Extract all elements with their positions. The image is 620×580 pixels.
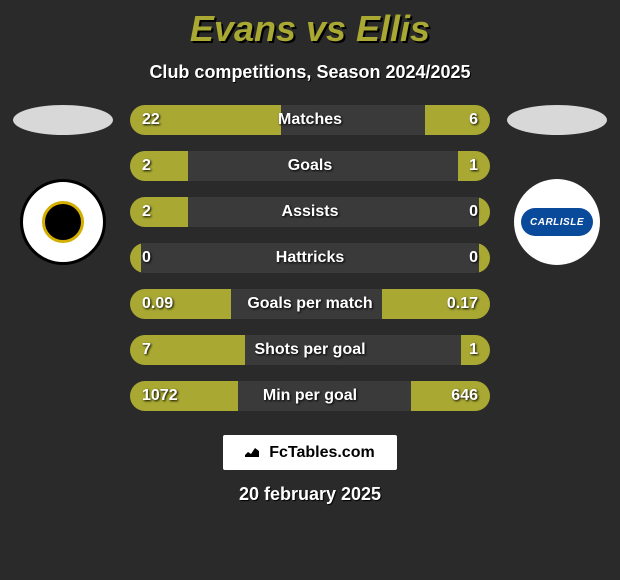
left-player-photo: [13, 105, 113, 135]
page-subtitle: Club competitions, Season 2024/2025: [0, 62, 620, 83]
stat-row: Goals 2 1: [130, 151, 490, 181]
stat-bar-right: [479, 243, 490, 273]
stat-bar-right: [425, 105, 490, 135]
right-side: CARLISLE: [502, 105, 612, 427]
stat-value-right: 0.17: [447, 295, 478, 313]
stat-value-right: 6: [469, 111, 478, 129]
stat-bars: Matches 22 6 Goals 2 1 Assists 2 0 Hattricks 0 0 Goa…: [118, 105, 502, 427]
stat-value-left: 7: [142, 341, 151, 359]
stat-value-right: 1: [469, 341, 478, 359]
stat-value-left: 2: [142, 157, 151, 175]
stat-value-right: 0: [469, 203, 478, 221]
stat-label: Goals: [288, 157, 332, 175]
chart-icon: [245, 444, 265, 460]
stat-row: Assists 2 0: [130, 197, 490, 227]
stat-value-left: 0.09: [142, 295, 173, 313]
right-crest-label: CARLISLE: [521, 208, 593, 236]
page-title: Evans vs Ellis: [0, 0, 620, 50]
stat-value-right: 646: [451, 387, 478, 405]
stat-label: Matches: [278, 111, 342, 129]
stat-row: Min per goal 1072 646: [130, 381, 490, 411]
stat-row: Matches 22 6: [130, 105, 490, 135]
date-text: 20 february 2025: [0, 484, 620, 505]
fctables-badge[interactable]: FcTables.com: [223, 435, 396, 470]
stat-label: Shots per goal: [254, 341, 365, 359]
stat-row: Shots per goal 7 1: [130, 335, 490, 365]
fctables-label: FcTables.com: [269, 444, 375, 461]
right-team-crest: CARLISLE: [514, 179, 600, 265]
left-team-crest: [20, 179, 106, 265]
stat-label: Hattricks: [276, 249, 344, 267]
stat-value-left: 2: [142, 203, 151, 221]
stat-value-right: 1: [469, 157, 478, 175]
stat-bar-left: [130, 243, 141, 273]
stat-value-right: 0: [469, 249, 478, 267]
stat-value-left: 0: [142, 249, 151, 267]
stat-label: Min per goal: [263, 387, 357, 405]
stat-label: Assists: [282, 203, 339, 221]
stat-label: Goals per match: [247, 295, 372, 313]
stat-bar-right: [479, 197, 490, 227]
stat-value-left: 1072: [142, 387, 178, 405]
stat-value-left: 22: [142, 111, 160, 129]
stat-bar-left: [130, 197, 188, 227]
comparison-content: Matches 22 6 Goals 2 1 Assists 2 0 Hattricks 0 0 Goa…: [0, 105, 620, 427]
right-player-photo: [507, 105, 607, 135]
stat-row: Goals per match 0.09 0.17: [130, 289, 490, 319]
footer: FcTables.com: [0, 435, 620, 470]
stat-bar-left: [130, 151, 188, 181]
left-side: [8, 105, 118, 427]
stat-row: Hattricks 0 0: [130, 243, 490, 273]
